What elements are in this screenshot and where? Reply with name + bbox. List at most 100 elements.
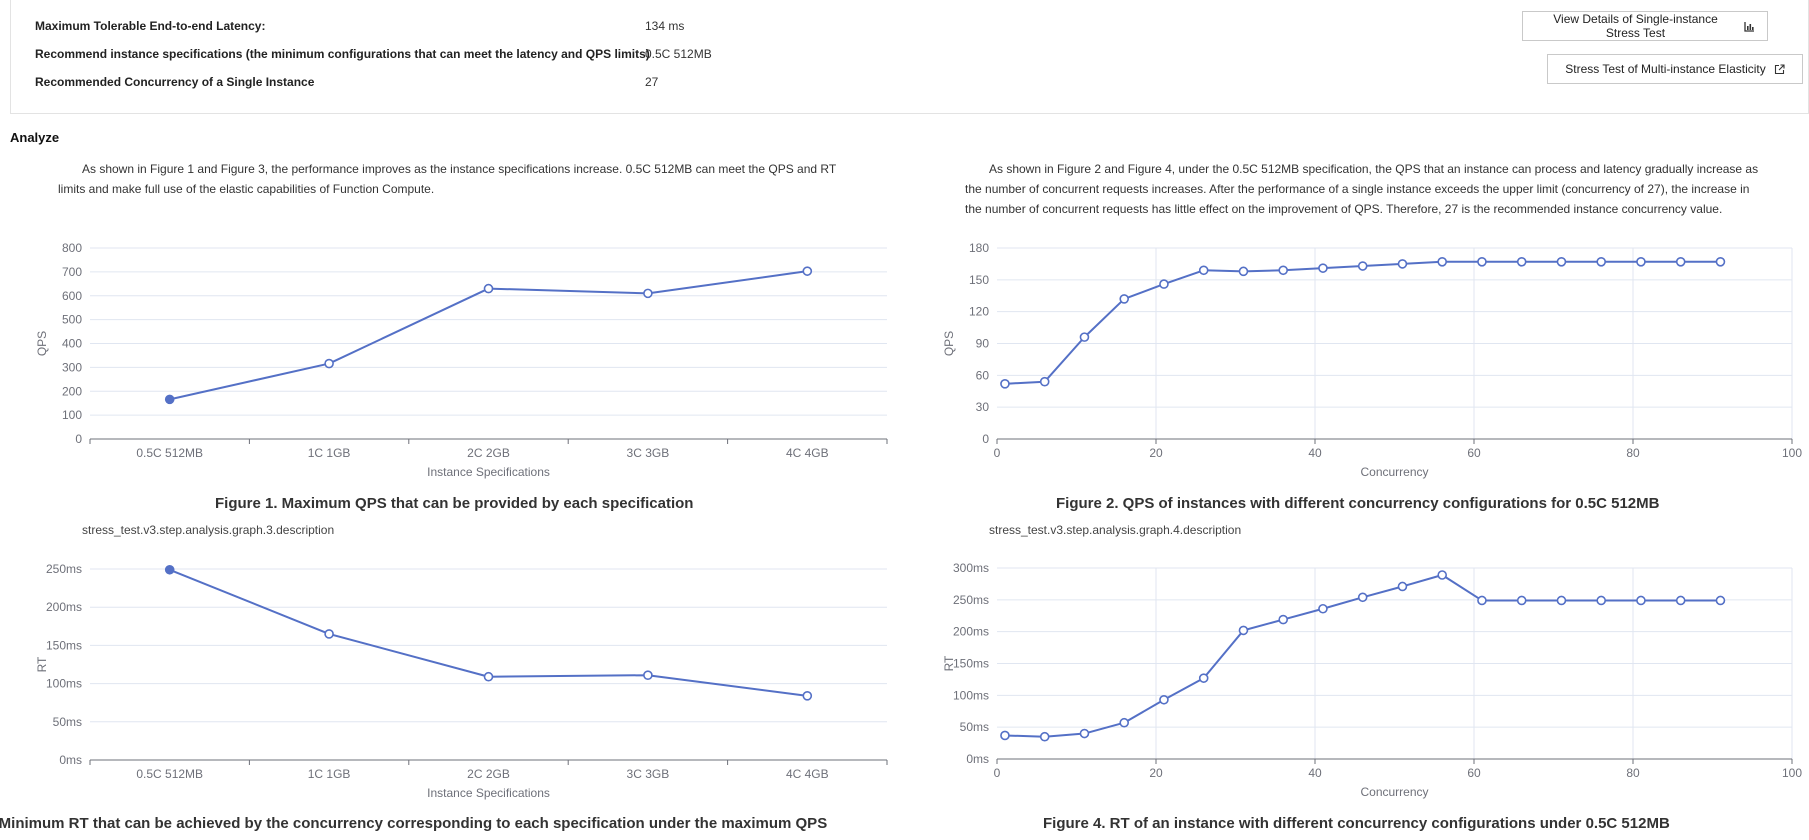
fig4-data-point bbox=[1397, 581, 1408, 592]
analyze-left-text-content: As shown in Figure 1 and Figure 3, the p… bbox=[58, 162, 836, 196]
fig1-y-tick-label: 700 bbox=[62, 265, 82, 279]
fig3-data-point bbox=[483, 671, 494, 682]
fig2-y-tick-label: 60 bbox=[976, 368, 990, 382]
fig2-data-point bbox=[1556, 256, 1567, 267]
fig4-x-tick-label: 40 bbox=[1308, 766, 1322, 780]
fig2-y-tick-label: 30 bbox=[976, 400, 990, 414]
fig4-data-point bbox=[1159, 694, 1169, 705]
fig2-x-tick-label: 20 bbox=[1149, 446, 1163, 460]
fig2-data-point bbox=[1039, 376, 1050, 387]
fig4-x-tick-label: 100 bbox=[1782, 766, 1802, 780]
fig4-y-tick-label: 300ms bbox=[953, 561, 989, 575]
fig1-y-tick-label: 500 bbox=[62, 313, 82, 327]
figure-3-chart: 0ms 50ms 100ms 150ms 200ms 250ms 0.5C 512MB 1C … bbox=[35, 562, 888, 800]
fig2-x-tick-label: 100 bbox=[1782, 446, 1802, 460]
fig2-data-point bbox=[1318, 263, 1328, 273]
fig4-data-point bbox=[1357, 592, 1368, 603]
fig2-data-point bbox=[1636, 256, 1646, 267]
fig1-x-tick-label: 2C 2GB bbox=[467, 446, 510, 460]
fig2-x-axis-title: Concurrency bbox=[1360, 465, 1428, 479]
figure-3-title-clip: Figure 3. Minimum RT that can be achieve… bbox=[0, 814, 918, 838]
fig4-data-point bbox=[1675, 595, 1686, 606]
external-link-icon bbox=[1774, 63, 1785, 75]
max-latency-label: Maximum Tolerable End-to-end Latency: bbox=[35, 19, 266, 33]
fig3-y-tick-label: 100ms bbox=[46, 677, 82, 691]
fig3-x-tick-label: 1C 1GB bbox=[308, 767, 351, 781]
recommended-spec-label: Recommend instance specifications (the m… bbox=[35, 47, 650, 61]
graph-3-description: stress_test.v3.step.analysis.graph.3.des… bbox=[82, 523, 335, 537]
fig3-y-tick-label: 250ms bbox=[46, 562, 82, 576]
fig2-data-point bbox=[1397, 259, 1408, 269]
fig4-y-tick-label: 150ms bbox=[953, 657, 989, 671]
fig3-y-tick-label: 50ms bbox=[53, 715, 82, 729]
figure-2-title: Figure 2. QPS of instances with differen… bbox=[1056, 495, 1660, 512]
fig2-y-tick-label: 0 bbox=[982, 432, 989, 446]
fig4-x-tick-label: 20 bbox=[1149, 766, 1163, 780]
fig4-data-point bbox=[1477, 595, 1487, 606]
fig1-y-tick-label: 0 bbox=[75, 432, 82, 446]
fig4-y-axis-title: RT bbox=[942, 655, 956, 671]
fig3-data-point bbox=[643, 670, 653, 680]
fig4-x-tick-label: 60 bbox=[1467, 766, 1481, 780]
analyze-title: Analyze bbox=[10, 130, 60, 145]
fig2-x-tick-label: 0 bbox=[994, 446, 1001, 460]
fig4-y-tick-label: 100ms bbox=[953, 688, 989, 702]
fig2-x-tick-label: 40 bbox=[1308, 446, 1322, 460]
chart-icon bbox=[1744, 21, 1755, 32]
fig3-y-tick-label: 150ms bbox=[46, 638, 82, 652]
figure-3-title: Figure 3. Minimum RT that can be achieve… bbox=[0, 815, 828, 832]
figure-1-title: Figure 1. Maximum QPS that can be provid… bbox=[215, 495, 694, 512]
fig4-data-point bbox=[1198, 673, 1209, 683]
fig4-y-tick-label: 200ms bbox=[953, 625, 989, 639]
fig3-data-point bbox=[164, 564, 175, 575]
fig4-data-point bbox=[1278, 614, 1289, 625]
fig2-data-point bbox=[1079, 332, 1090, 342]
fig3-x-axis-title: Instance Specifications bbox=[427, 786, 550, 800]
fig2-data-point bbox=[1477, 256, 1487, 267]
fig4-y-tick-label: 0ms bbox=[966, 752, 989, 766]
recommended-spec-value: 0.5C 512MB bbox=[645, 47, 712, 61]
view-single-instance-button[interactable]: View Details of Single-instance Stress T… bbox=[1522, 11, 1768, 41]
fig1-y-tick-label: 600 bbox=[62, 289, 82, 303]
fig1-x-tick-label: 0.5C 512MB bbox=[136, 446, 203, 460]
fig1-x-tick-label: 4C 4GB bbox=[786, 446, 829, 460]
fig3-x-tick-label: 3C 3GB bbox=[627, 767, 670, 781]
fig3-x-tick-label: 4C 4GB bbox=[786, 767, 829, 781]
fig2-data-point bbox=[1119, 294, 1129, 304]
analyze-right-text: As shown in Figure 2 and Figure 4, under… bbox=[965, 159, 1765, 219]
figure-4-title: Figure 4. RT of an instance with differe… bbox=[1043, 815, 1670, 832]
fig1-y-tick-label: 100 bbox=[62, 408, 82, 422]
fig1-y-tick-label: 800 bbox=[62, 241, 82, 255]
figure-4-chart: 0ms 50ms 100ms 150ms 200ms 250ms 300ms 0 20 40 60 8… bbox=[942, 561, 1802, 799]
max-latency-value: 134 ms bbox=[645, 19, 685, 33]
fig2-data-point bbox=[1715, 256, 1726, 267]
fig4-x-tick-label: 0 bbox=[994, 766, 1001, 780]
fig2-data-point bbox=[1198, 265, 1209, 276]
fig1-y-tick-label: 400 bbox=[62, 337, 82, 351]
fig2-y-tick-label: 120 bbox=[969, 305, 989, 319]
fig4-data-point bbox=[1596, 595, 1607, 606]
fig2-x-tick-label: 60 bbox=[1467, 446, 1481, 460]
view-single-instance-label: View Details of Single-instance Stress T… bbox=[1553, 12, 1718, 40]
fig2-data-point bbox=[1596, 256, 1607, 267]
fig1-y-axis-title: QPS bbox=[35, 331, 49, 356]
fig1-data-point bbox=[643, 288, 653, 299]
graph-4-description: stress_test.v3.step.analysis.graph.4.des… bbox=[989, 523, 1242, 537]
fig1-data-point bbox=[802, 266, 813, 276]
fig2-data-point bbox=[1000, 379, 1010, 389]
fig1-y-tick-label: 300 bbox=[62, 360, 82, 374]
recommended-concurrency-value: 27 bbox=[645, 75, 659, 89]
fig2-y-tick-label: 90 bbox=[976, 337, 990, 351]
fig2-y-tick-label: 180 bbox=[969, 241, 989, 255]
fig4-data-point bbox=[1079, 728, 1090, 739]
fig2-y-tick-label: 150 bbox=[969, 273, 989, 287]
fig4-data-point bbox=[1556, 595, 1567, 606]
fig2-data-point bbox=[1357, 261, 1368, 271]
fig4-y-tick-label: 50ms bbox=[960, 720, 989, 734]
summary-panel: Maximum Tolerable End-to-end Latency: 13… bbox=[10, 0, 1809, 114]
fig3-y-axis-title: RT bbox=[35, 656, 49, 672]
figure-1-chart: 0 100 200 300 400 500 600 700 800 0.5C 512MB 1C 1G… bbox=[35, 241, 888, 479]
fig1-data-point bbox=[164, 394, 175, 405]
multi-instance-stress-button[interactable]: Stress Test of Multi-instance Elasticity bbox=[1547, 54, 1803, 84]
fig1-x-tick-label: 1C 1GB bbox=[308, 446, 351, 460]
